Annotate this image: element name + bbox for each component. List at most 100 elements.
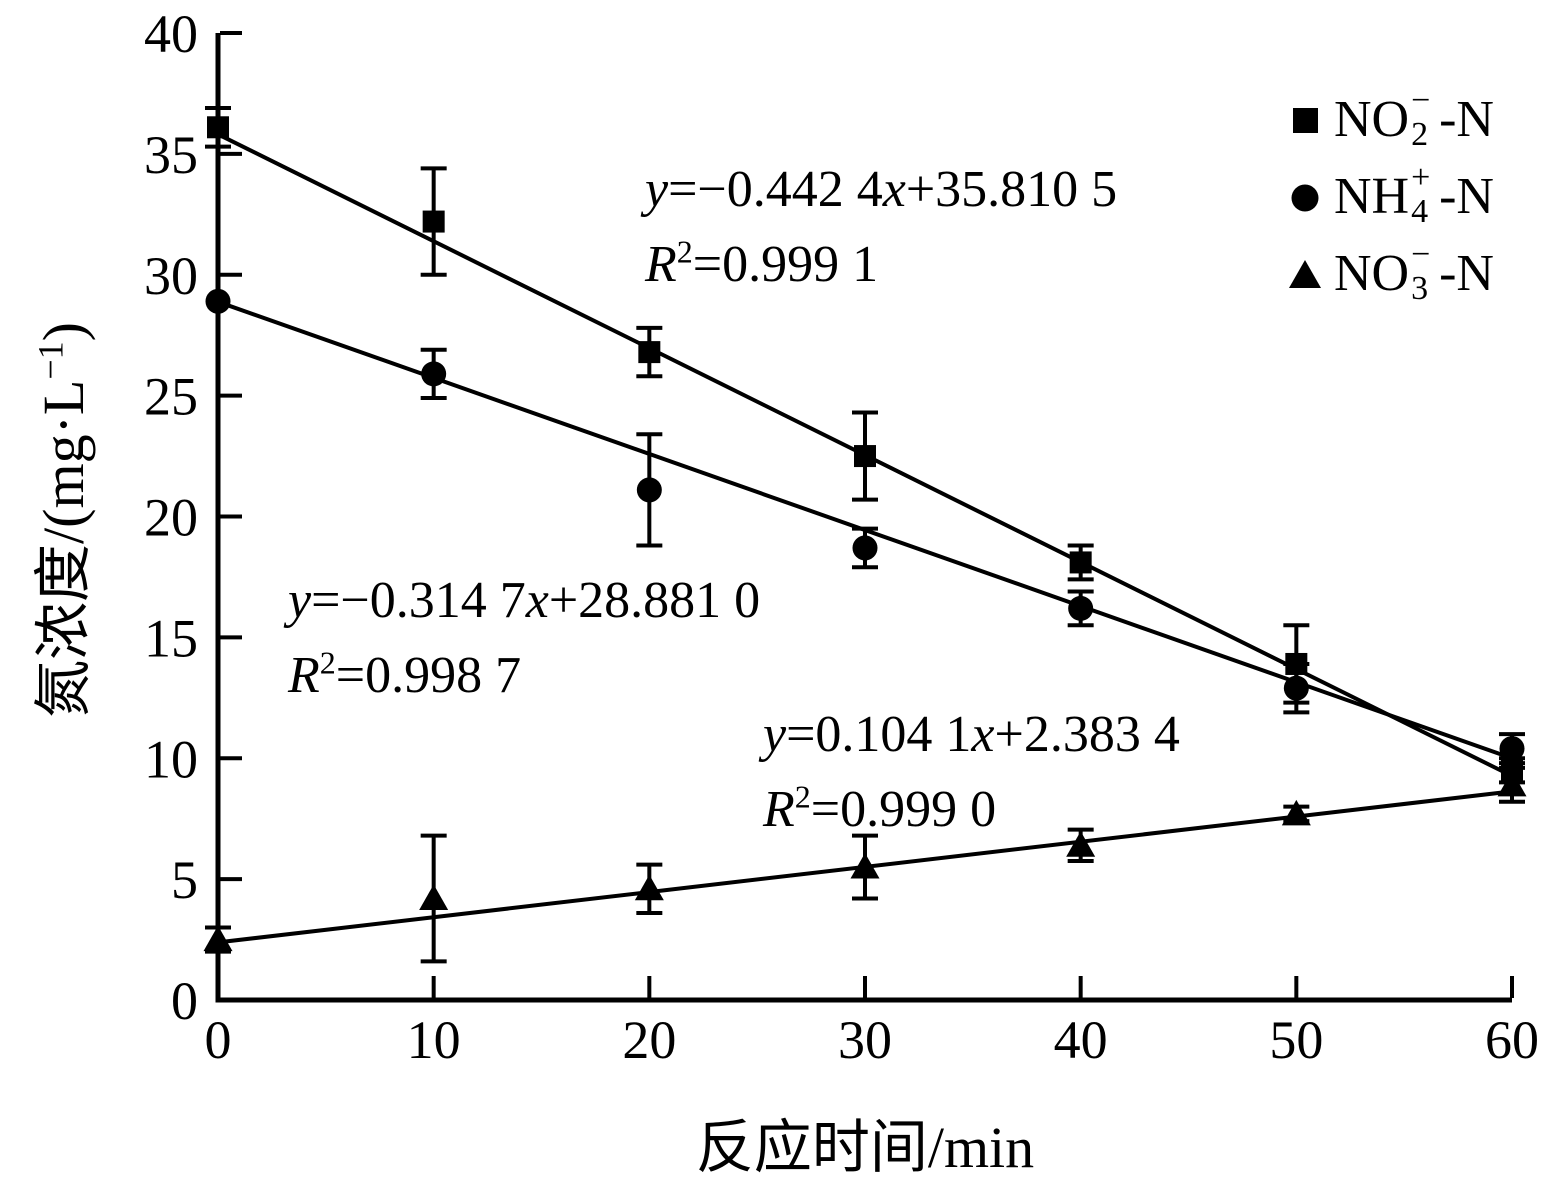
svg-text:25: 25 <box>144 367 198 427</box>
eq-intercept: +35.810 5 <box>905 161 1118 218</box>
svg-text:20: 20 <box>144 488 198 548</box>
eq-x: x <box>971 706 995 763</box>
formula-index: 2 <box>1411 116 1429 153</box>
series-square-markers <box>207 116 1523 782</box>
formula-charge: − <box>1411 82 1431 119</box>
svg-text:10: 10 <box>407 1010 461 1070</box>
eq-r-value: =0.999 1 <box>692 236 879 294</box>
eq-y: y <box>288 572 312 629</box>
svg-text:40: 40 <box>144 4 198 64</box>
svg-text:60: 60 <box>1485 1010 1539 1070</box>
svg-text:15: 15 <box>144 608 198 668</box>
eq-x: x <box>882 161 906 218</box>
formula-charge: − <box>1411 236 1431 273</box>
svg-text:0: 0 <box>171 971 198 1031</box>
legend: NO −2 -N NH +4 -N NO −3 -N <box>1288 84 1494 306</box>
data-point-marker <box>1283 675 1309 701</box>
square-marker-icon <box>1293 107 1318 133</box>
data-point-marker <box>638 341 661 364</box>
r-squared-line: R2=0.999 0 <box>763 772 1180 847</box>
y-axis-title-exponent: −1 <box>30 341 71 380</box>
data-point-marker <box>1068 595 1094 621</box>
data-point-marker <box>205 288 231 314</box>
y-axis-title-text: 氮浓度/(mg·L <box>31 379 96 718</box>
r-squared-line: R2=0.999 1 <box>645 227 1117 302</box>
formula-subsup: −3 <box>1409 238 1439 306</box>
y-axis-title: 氮浓度/(mg·L−1) <box>16 322 100 718</box>
x-axis-title: 反应时间/min <box>695 1115 1035 1180</box>
eq-r-exp: 2 <box>319 645 336 682</box>
data-point-marker <box>419 884 449 910</box>
axis-ticks <box>216 31 1514 1002</box>
axes <box>215 33 1512 1003</box>
eq-slope: =−0.442 4 <box>668 161 883 218</box>
formula-subsup: +4 <box>1409 161 1439 229</box>
equation-line: y=0.104 1x+2.383 4 <box>763 697 1180 772</box>
series-circle-markers <box>205 288 1525 762</box>
triangle-marker-icon <box>1289 259 1321 288</box>
svg-text:10: 10 <box>144 729 198 789</box>
data-point-marker <box>854 445 876 468</box>
formula-tail: -N <box>1439 245 1494 302</box>
svg-text:20: 20 <box>622 1010 676 1070</box>
equation-no3-fit: y=0.104 1x+2.383 4 R2=0.999 0 <box>763 697 1180 848</box>
eq-intercept: +28.881 0 <box>548 572 761 629</box>
data-point-marker <box>634 874 664 901</box>
equation-line: y=−0.314 7x+28.881 0 <box>288 563 760 638</box>
eq-r-value: =0.999 0 <box>810 781 997 839</box>
y-axis-title-close: ) <box>31 322 96 342</box>
eq-r: R <box>288 647 320 705</box>
eq-r: R <box>763 781 795 839</box>
formula-index: 4 <box>1411 193 1429 230</box>
formula-base: NO <box>1334 91 1410 148</box>
data-point-marker <box>422 210 445 233</box>
legend-label: NH +4 -N <box>1334 161 1494 229</box>
svg-text:40: 40 <box>1054 1010 1108 1070</box>
data-point-marker <box>203 925 233 952</box>
svg-text:5: 5 <box>171 850 198 910</box>
svg-text:50: 50 <box>1269 1010 1323 1070</box>
eq-r-exp: 2 <box>676 234 693 271</box>
data-point-marker <box>1499 736 1525 762</box>
svg-text:35: 35 <box>144 125 198 185</box>
formula-tail: -N <box>1439 168 1494 225</box>
equation-no2-fit: y=−0.442 4x+35.810 5 R2=0.999 1 <box>645 152 1117 303</box>
eq-intercept: +2.383 4 <box>994 706 1180 763</box>
legend-item-no2: NO −2 -N <box>1288 84 1494 152</box>
legend-item-no3: NO −3 -N <box>1288 238 1494 306</box>
eq-y: y <box>763 706 787 763</box>
formula-base: NH <box>1334 168 1410 225</box>
equation-line: y=−0.442 4x+35.810 5 <box>645 152 1117 227</box>
svg-text:30: 30 <box>144 246 198 306</box>
svg-text:30: 30 <box>838 1010 892 1070</box>
data-point-marker <box>636 477 662 503</box>
legend-item-nh4: NH +4 -N <box>1288 161 1494 229</box>
formula-index: 3 <box>1411 270 1429 307</box>
data-point-marker <box>852 535 878 561</box>
formula-subsup: −2 <box>1409 84 1439 152</box>
eq-r-value: =0.998 7 <box>335 647 522 705</box>
data-point-marker <box>1497 770 1527 797</box>
data-point-marker <box>850 853 880 879</box>
formula-charge: + <box>1411 159 1431 196</box>
svg-text:0: 0 <box>205 1010 232 1070</box>
formula-base: NO <box>1334 245 1410 302</box>
series-triangle-markers <box>203 770 1527 952</box>
data-point-marker <box>1285 652 1308 675</box>
eq-slope: =−0.314 7 <box>311 572 526 629</box>
eq-r: R <box>645 236 677 294</box>
formula-tail: -N <box>1439 91 1494 148</box>
eq-slope: =0.104 1 <box>786 706 972 763</box>
data-point-marker <box>1069 551 1092 574</box>
eq-r-exp: 2 <box>794 779 811 816</box>
equation-nh4-fit: y=−0.314 7x+28.881 0 R2=0.998 7 <box>288 563 760 714</box>
data-point-marker <box>1066 831 1096 857</box>
legend-label: NO −2 -N <box>1334 84 1494 152</box>
eq-y: y <box>645 161 669 218</box>
data-point-marker <box>1281 799 1311 826</box>
eq-x: x <box>525 572 549 629</box>
data-point-marker <box>421 361 447 387</box>
axis-tick-labels: 0 10 20 30 40 50 60 0 5 10 15 20 25 30 35 40 <box>144 4 1539 1070</box>
